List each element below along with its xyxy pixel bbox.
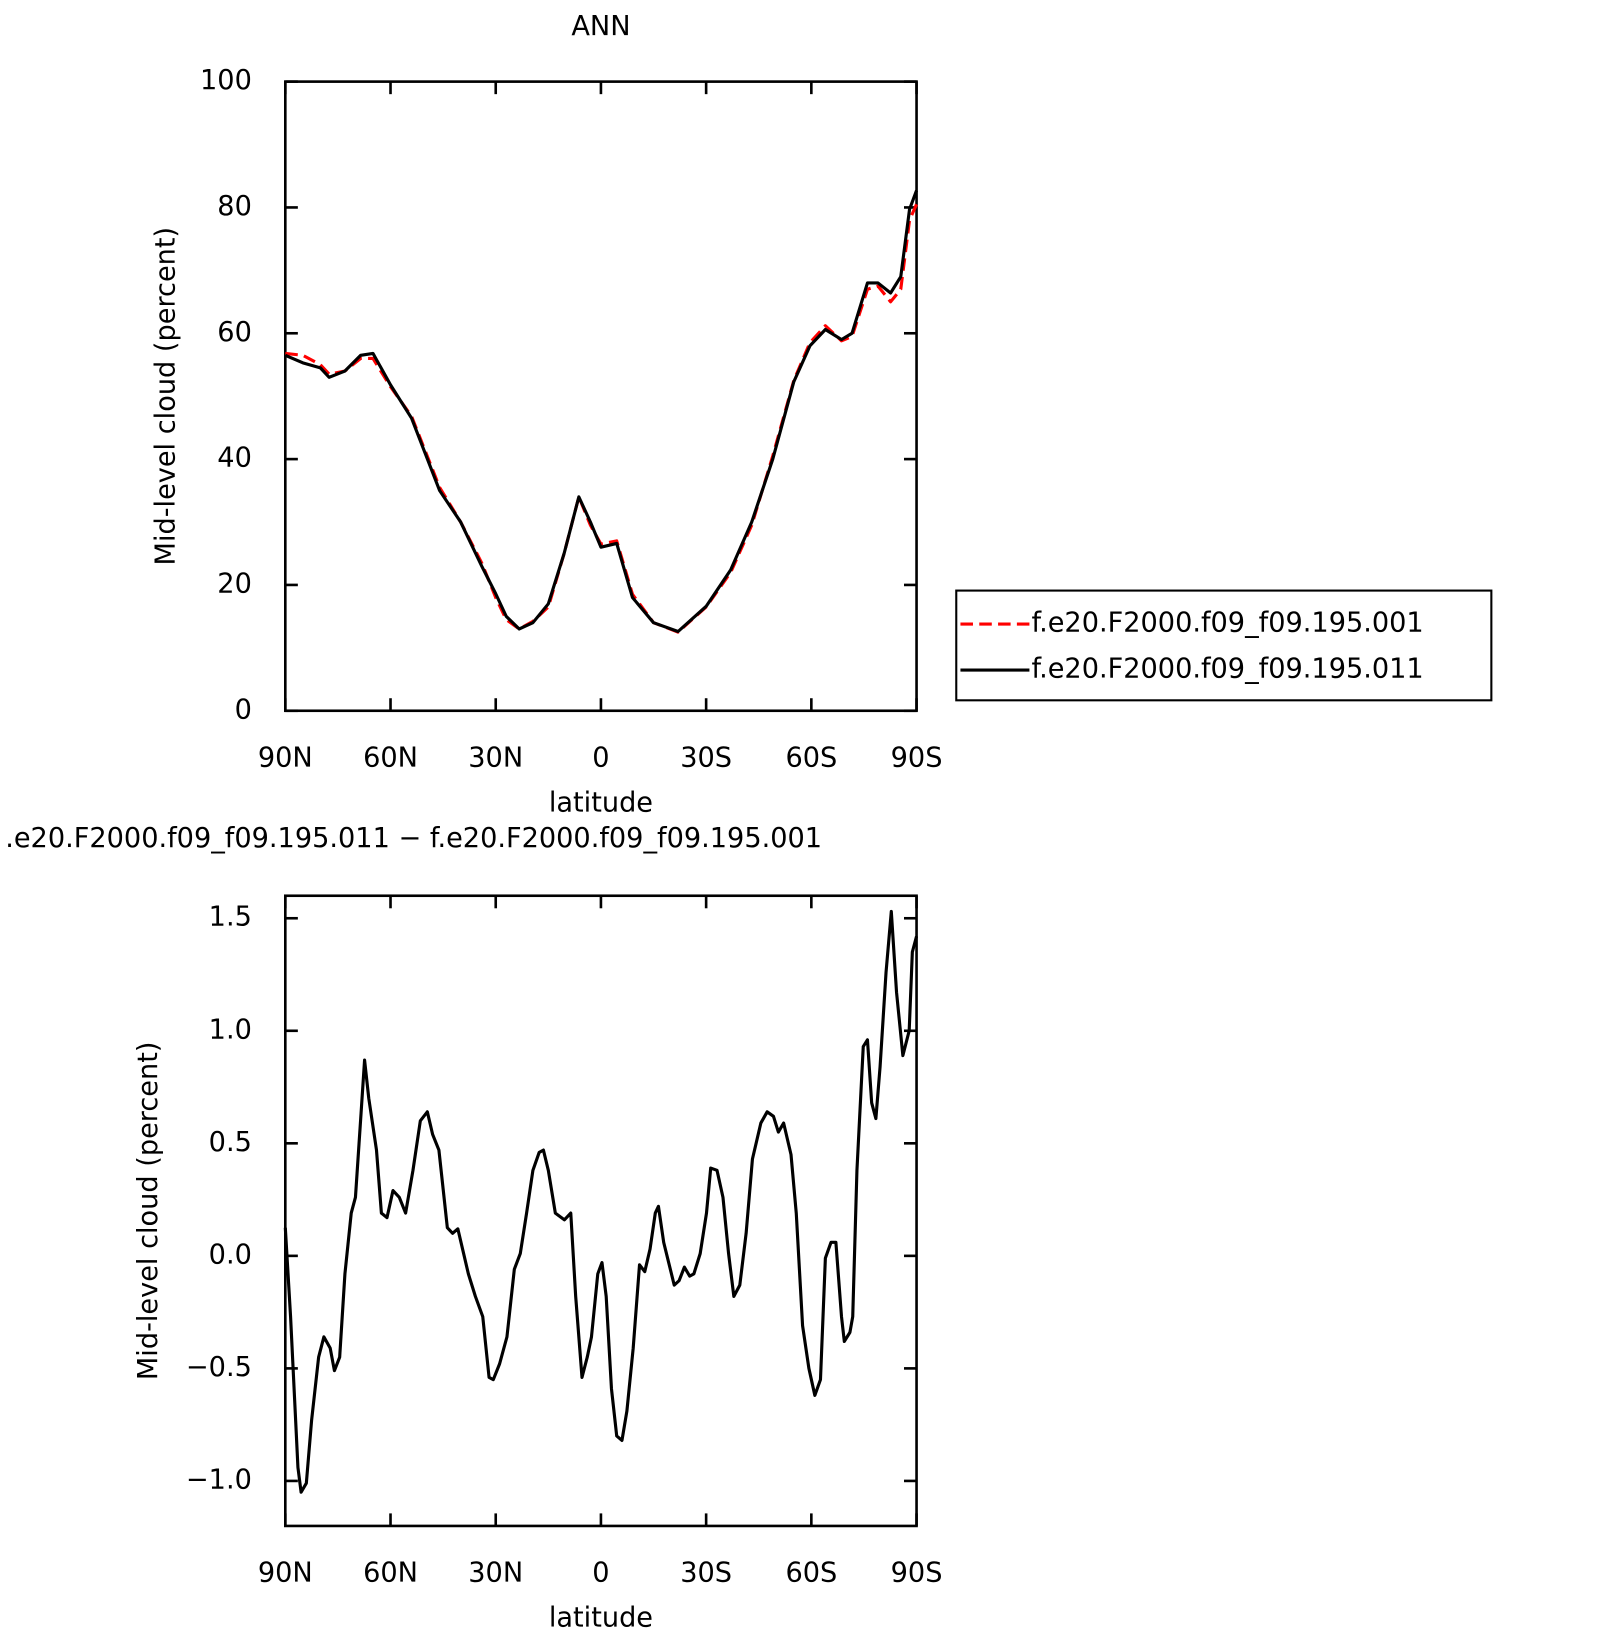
y-tick-label: 100: [200, 65, 252, 96]
x-tick-label: 60S: [785, 1558, 837, 1589]
data-line: [285, 203, 918, 634]
y-tick-label: 1.5: [209, 902, 252, 933]
x-tick-label: 0: [592, 742, 609, 773]
x-axis-label: latitude: [549, 787, 653, 818]
x-tick-label: 60S: [785, 742, 837, 773]
x-tick-label: 30S: [680, 1558, 732, 1589]
plot-frame: [284, 80, 918, 713]
y-tick-label: −0.5: [186, 1352, 252, 1383]
data-line: [284, 189, 919, 634]
y-tick-label: 40: [217, 443, 252, 474]
y-tick-label: 60: [217, 317, 252, 348]
x-tick-label: 90S: [891, 1558, 943, 1589]
y-tick-label: 0.5: [209, 1127, 252, 1158]
x-tick-label: 60N: [363, 742, 418, 773]
y-tick-label: 0: [235, 694, 252, 725]
y-tick-label: 20: [217, 568, 252, 599]
x-tick-label: 0: [592, 1558, 609, 1589]
x-tick-label: 30N: [468, 742, 523, 773]
chart-title: ANN: [571, 11, 630, 42]
chart-title: .e20.F2000.f09_f09.195.011 − f.e20.F2000…: [5, 823, 822, 854]
y-axis-label: Mid-level cloud (percent): [133, 1042, 164, 1381]
x-axis-label: latitude: [549, 1602, 653, 1633]
y-tick-label: 80: [217, 191, 252, 222]
legend-box: [955, 589, 1493, 702]
y-tick-label: 1.0: [209, 1014, 252, 1045]
x-tick-label: 90N: [258, 742, 313, 773]
x-tick-label: 90S: [891, 742, 943, 773]
y-tick-label: 0.0: [209, 1239, 252, 1270]
x-tick-label: 30S: [680, 742, 732, 773]
legend-label: f.e20.F2000.f09_f09.195.011: [1032, 654, 1424, 685]
y-axis-label: Mid-level cloud (percent): [151, 227, 182, 566]
data-line: [283, 909, 919, 1494]
x-tick-label: 90N: [258, 1558, 313, 1589]
y-tick-label: −1.0: [186, 1464, 252, 1495]
x-tick-label: 60N: [363, 1558, 418, 1589]
x-tick-label: 30N: [468, 1558, 523, 1589]
legend-label: f.e20.F2000.f09_f09.195.001: [1032, 608, 1424, 639]
